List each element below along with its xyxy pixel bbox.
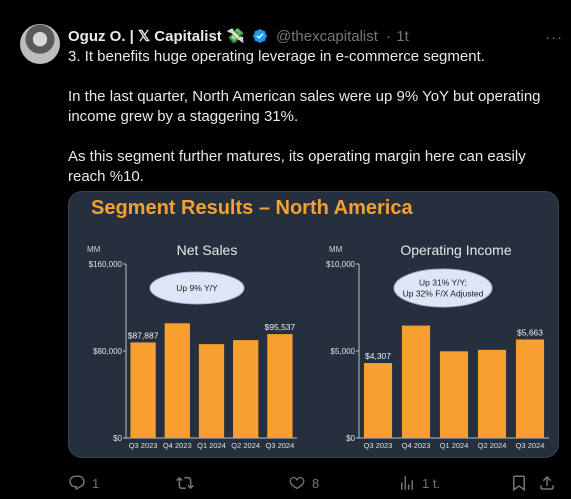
- reply-button[interactable]: 1: [68, 474, 99, 492]
- tweet-media-image[interactable]: Segment Results – North America Net Sale…: [68, 191, 559, 458]
- segment-results-chart: Segment Results – North America Net Sale…: [87, 197, 549, 450]
- x-tick-label: Q1 2024: [440, 441, 469, 450]
- bar-q4-2023: [401, 325, 431, 438]
- y-tick-label: $160,000: [89, 260, 123, 269]
- annotation-bubble: [393, 268, 493, 308]
- author-avatar[interactable]: [20, 24, 60, 64]
- y-tick-label: $10,000: [326, 260, 355, 269]
- tweet-header: Oguz O. | 𝕏 Capitalist 💸 @thexcapitalist…: [68, 27, 561, 47]
- bar-q2-2024: [233, 340, 259, 438]
- header-separator: ·: [386, 28, 392, 45]
- views-icon: [401, 476, 413, 490]
- data-label: $5,663: [517, 327, 543, 337]
- chart-title: Operating Income: [400, 242, 511, 258]
- retweet-button[interactable]: [176, 474, 200, 492]
- author-handle[interactable]: @thexcapitalist: [275, 28, 378, 45]
- bar-q3-2024: [515, 339, 545, 438]
- annotation-text: Up 31% Y/Y;: [419, 278, 467, 288]
- reply-count: 1: [92, 475, 100, 491]
- like-icon: [289, 477, 305, 490]
- like-button[interactable]: 8: [288, 474, 319, 492]
- author-name[interactable]: Oguz O. | 𝕏 Capitalist 💸: [68, 28, 245, 45]
- chart-title: Net Sales: [177, 242, 238, 258]
- tweet-time[interactable]: 1t: [396, 28, 409, 45]
- x-tick-label: Q4 2023: [402, 441, 431, 450]
- data-label: $95,537: [265, 322, 296, 332]
- views-button[interactable]: 1 t.: [398, 474, 440, 492]
- share-icon: [540, 475, 554, 490]
- y-tick-label: $80,000: [93, 347, 122, 356]
- share-button[interactable]: [538, 474, 556, 492]
- like-count: 8: [312, 475, 320, 491]
- tweet-actions: 1 8 1 t.: [68, 474, 558, 496]
- y-tick-label: $0: [346, 434, 355, 443]
- y-tick-label: $0: [113, 434, 122, 443]
- tweet-paragraph: In the last quarter, North American sale…: [68, 88, 541, 125]
- bar-q2-2024: [477, 349, 507, 438]
- views-count: 1 t.: [422, 475, 441, 491]
- card-title: Segment Results – North America: [91, 197, 413, 219]
- x-tick-label: Q2 2024: [478, 441, 507, 450]
- bookmark-button[interactable]: [510, 474, 528, 492]
- reply-icon: [69, 475, 85, 491]
- tweet-paragraph: 3. It benefits huge operating leverage i…: [68, 48, 485, 65]
- bar-q4-2023: [164, 323, 190, 438]
- annotation-text: Up 32% F/X Adjusted: [403, 289, 484, 299]
- more-horizontal-icon[interactable]: ···: [545, 29, 563, 46]
- x-tick-label: Q3 2023: [364, 441, 393, 450]
- data-label: $4,307: [365, 351, 391, 361]
- x-tick-label: Q4 2023: [163, 441, 192, 450]
- retweet-icon: [176, 476, 194, 490]
- bar-q3-2023: [363, 363, 393, 438]
- bar-q1-2024: [198, 344, 225, 438]
- x-tick-label: Q3 2024: [266, 441, 295, 450]
- tweet-text: 3. It benefits huge operating leverage i…: [68, 47, 558, 207]
- x-tick-label: Q2 2024: [231, 441, 260, 450]
- annotation-bubble: [149, 271, 245, 305]
- x-tick-label: Q3 2024: [516, 441, 545, 450]
- bar-q3-2024: [267, 334, 293, 438]
- y-axis-label: MM: [87, 245, 101, 254]
- x-tick-label: Q1 2024: [197, 441, 226, 450]
- bookmark-icon: [513, 475, 525, 492]
- y-axis-label: MM: [329, 245, 343, 254]
- annotation-text: Up 9% Y/Y: [176, 283, 218, 293]
- verified-badge-icon[interactable]: [252, 28, 268, 44]
- tweet-paragraph: As this segment further matures, its ope…: [68, 148, 526, 185]
- bar-q1-2024: [439, 351, 469, 438]
- data-label: $87,887: [128, 330, 159, 340]
- y-tick-label: $5,000: [331, 347, 356, 356]
- bar-q3-2023: [130, 342, 156, 438]
- x-tick-label: Q3 2023: [129, 441, 158, 450]
